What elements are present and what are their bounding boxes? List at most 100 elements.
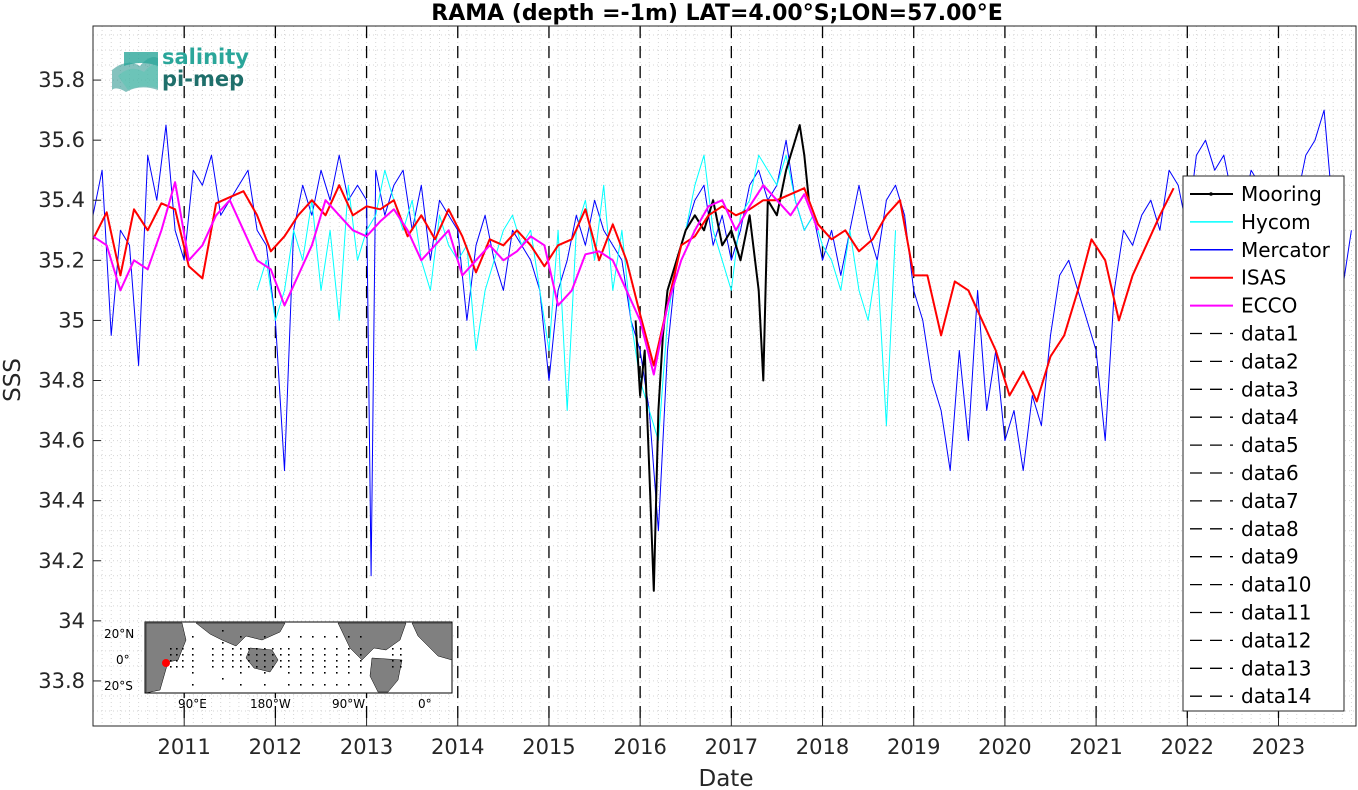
inset-dot [336, 684, 338, 686]
y-tick-label: 35.8 [38, 68, 85, 92]
inset-dot [176, 660, 178, 662]
inset-dot [212, 654, 214, 656]
inset-dot [288, 654, 290, 656]
inset-dot [248, 666, 250, 668]
inset-dot [348, 648, 350, 650]
inset-dot [336, 648, 338, 650]
inset-lon-0: 0° [418, 697, 432, 711]
inset-dot [392, 654, 394, 656]
y-tick-label: 35.6 [38, 128, 85, 152]
y-axis-title: SSS [0, 358, 26, 402]
inset-dot [170, 666, 172, 668]
inset-dot [170, 648, 172, 650]
logo-wave-icon [112, 52, 158, 92]
inset-dot [300, 648, 302, 650]
inset-dot [400, 648, 402, 650]
x-tick-label: 2023 [1252, 735, 1305, 759]
inset-dot [336, 654, 338, 656]
x-tick-label: 2019 [887, 735, 940, 759]
logo-line2: pi-mep [162, 67, 244, 91]
inset-dot [192, 636, 194, 638]
legend-label-data8: data8 [1241, 517, 1299, 541]
inset-dot [264, 672, 266, 674]
legend-label-data7: data7 [1241, 489, 1299, 513]
inset-dot [256, 648, 258, 650]
inset-dot [232, 666, 234, 668]
inset-dot [240, 672, 242, 674]
inset-dot [264, 660, 266, 662]
y-tick-label: 35.2 [38, 248, 85, 272]
legend-label-data6: data6 [1241, 461, 1299, 485]
inset-dot [192, 660, 194, 662]
legend-label-isas: ISAS [1241, 266, 1286, 290]
inset-dot [192, 666, 194, 668]
legend-label-data4: data4 [1241, 405, 1299, 429]
inset-dot [300, 660, 302, 662]
x-tick-label: 2021 [1069, 735, 1122, 759]
y-tick-label: 34.4 [38, 489, 85, 513]
inset-dot [240, 660, 242, 662]
inset-dot [182, 666, 184, 668]
inset-lat-0: 0° [116, 653, 130, 667]
series-isas [92, 184, 1175, 403]
inset-dot [280, 660, 282, 662]
inset-dot [170, 654, 172, 656]
inset-dot [324, 666, 326, 668]
inset-dot [264, 666, 266, 668]
inset-dot [324, 684, 326, 686]
inset-dot [240, 636, 242, 638]
inset-dot [360, 660, 362, 662]
inset-dot [348, 660, 350, 662]
inset-dot [182, 660, 184, 662]
inset-dot [400, 654, 402, 656]
inset-dot [392, 660, 394, 662]
inset-dot [312, 636, 314, 638]
inset-dot [288, 684, 290, 686]
y-tick-label: 34.8 [38, 369, 85, 393]
legend: Mooring Hycom Mercator ISAS ECCO data1 data2 da… [1182, 175, 1345, 712]
inset-dot [348, 654, 350, 656]
inset-dot [256, 660, 258, 662]
grid [92, 26, 1356, 727]
inset-dot [192, 648, 194, 650]
inset-dot [176, 654, 178, 656]
inset-dot [392, 666, 394, 668]
inset-dot [264, 648, 266, 650]
inset-dot [288, 636, 290, 638]
inset-dot [312, 654, 314, 656]
inset-dot [324, 654, 326, 656]
inset-dot [360, 648, 362, 650]
inset-dot [324, 660, 326, 662]
y-tick-label: 34.6 [38, 429, 85, 453]
inset-dot [336, 660, 338, 662]
legend-label-hycom: Hycom [1241, 210, 1311, 234]
y-tick-labels: 33.8 34 34.2 34.4 34.6 34.8 35 35.2 35.4 35.6 35.8 [38, 68, 85, 693]
legend-label-data14: data14 [1241, 684, 1312, 708]
legend-label-data2: data2 [1241, 349, 1299, 373]
x-tick-label: 2011 [157, 735, 210, 759]
inset-dot [232, 654, 234, 656]
legend-label-data1: data1 [1241, 322, 1299, 346]
inset-dot [222, 660, 224, 662]
inset-dot [324, 672, 326, 674]
inset-dot [248, 648, 250, 650]
inset-dot [348, 672, 350, 674]
inset-dot [324, 648, 326, 650]
legend-marker-mooring [1209, 192, 1213, 196]
inset-dot [272, 666, 274, 668]
inset-land [145, 622, 453, 694]
inset-dot [312, 648, 314, 650]
legend-label-data12: data12 [1241, 628, 1312, 652]
inset-dot [360, 654, 362, 656]
inset-dot [300, 636, 302, 638]
inset-dot [288, 660, 290, 662]
series-layer [92, 109, 1352, 592]
inset-dot [300, 666, 302, 668]
series-ecco [92, 181, 819, 376]
inset-dot [182, 654, 184, 656]
legend-label-data10: data10 [1241, 573, 1312, 597]
y-tick-label: 33.8 [38, 669, 85, 693]
inset-dot [324, 636, 326, 638]
inset-dot [312, 666, 314, 668]
